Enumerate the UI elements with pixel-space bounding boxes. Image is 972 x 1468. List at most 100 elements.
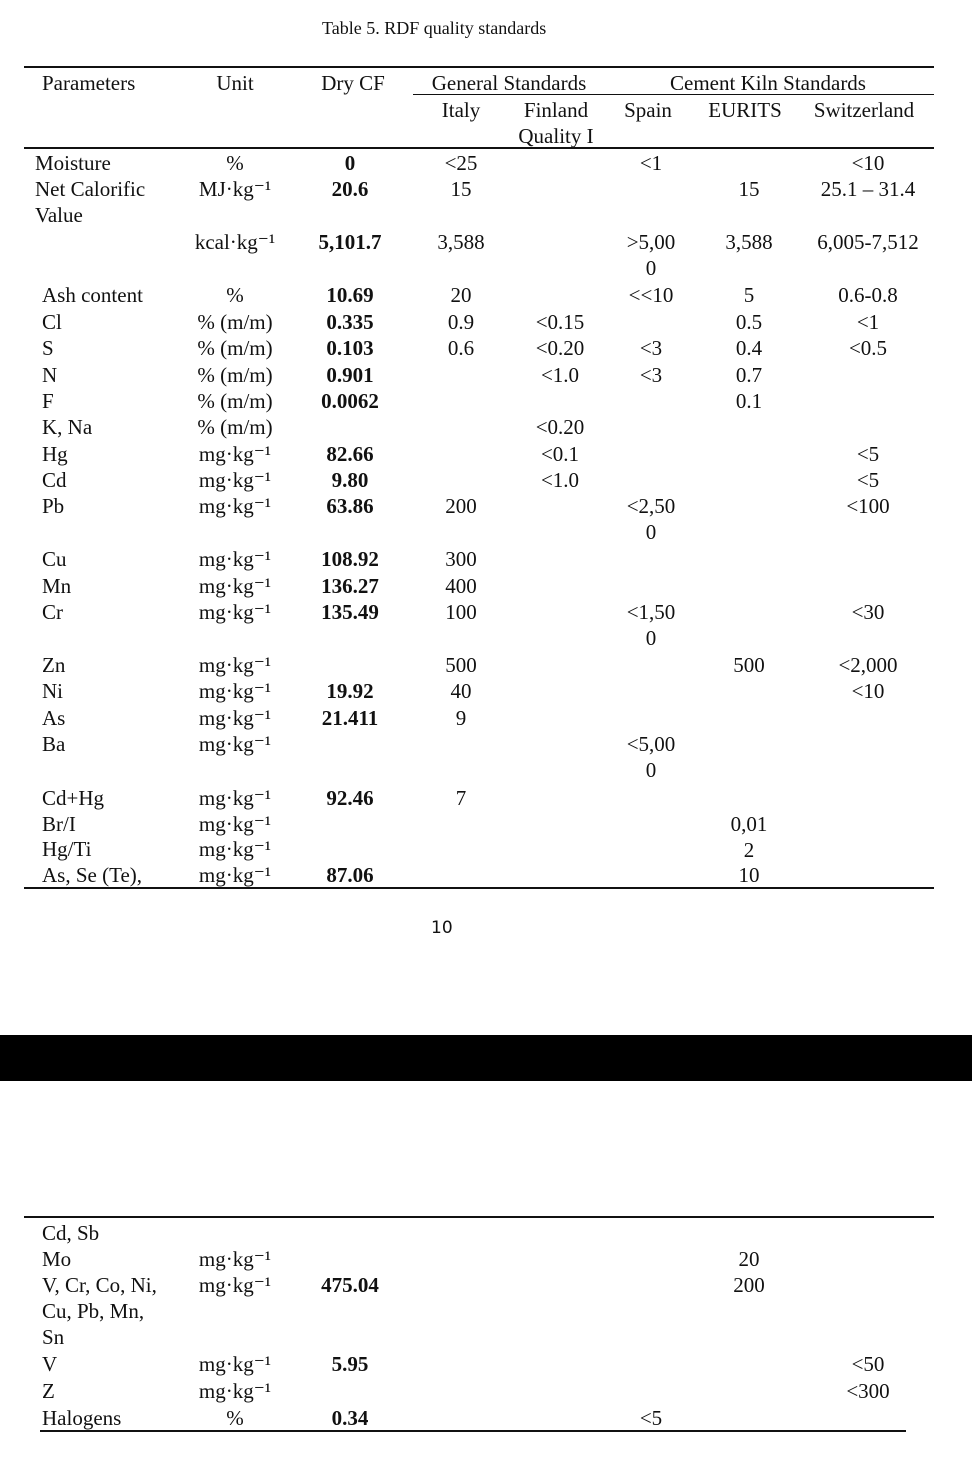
cell-parameter: Ash content [42,283,143,307]
cell-cf: 108.92 [321,547,379,571]
cell-parameter: Zn [42,653,66,677]
cell-cf: 5.95 [331,1352,369,1376]
cell-cf: 0.34 [331,1406,369,1430]
cell-parameter: As [42,706,66,730]
cell-parameter: As, Se (Te), [42,863,143,887]
cell-sw: <30 [851,600,885,624]
header-dry-cf: Dry CF [321,71,385,95]
cell-fi: <0.20 [535,336,585,360]
cell-sw: <0.5 [848,336,888,360]
cell-it: 400 [445,574,477,598]
cell-cf: 136.27 [321,574,379,598]
cell-it: 500 [445,653,477,677]
cell-sw: <10 [851,151,885,175]
header-spain: Spain [624,98,672,122]
cell-u: mg·kg⁻¹ [198,653,272,677]
cell-parameter: Z [42,1379,55,1403]
cell-cf: 92.46 [326,786,374,810]
cell-cf: 10.69 [326,283,374,307]
cell-u: mg·kg⁻¹ [198,547,272,571]
cell-u: mg·kg⁻¹ [198,706,272,730]
cell-u: kcal·kg⁻¹ [194,230,276,254]
cell-u: % (m/m) [197,310,273,334]
cell-parameter: Cu [42,547,67,571]
cell-parameter: Ni [42,679,63,703]
cell-sp: <1 [639,151,663,175]
header-parameters: Parameters [42,71,136,95]
header-unit: Unit [216,71,254,95]
top-rule [24,66,934,68]
cell-parameter: Pb [42,494,65,518]
cell-it: 20 [450,283,472,307]
cell-u: mg·kg⁻¹ [198,442,272,466]
cell-sp: <5 [639,1406,663,1430]
cell-parameter: Mn [42,574,72,598]
cell-sp: <3 [639,336,663,360]
cell-parameter: Hg [42,442,68,466]
cell-fi: <1.0 [540,363,580,387]
cell-eu: 10 [738,863,760,887]
cell-u: % (m/m) [197,389,273,413]
cell-parameter: K, Na [42,415,93,439]
cell-u: mg·kg⁻¹ [198,812,272,836]
group-rule [413,94,934,95]
cell-parameter: S [42,336,54,360]
cell-u: mg·kg⁻¹ [198,600,272,624]
header-switzerland: Switzerland [813,98,915,122]
cell-it: 300 [445,547,477,571]
cell-it: 40 [450,679,472,703]
cell-it: <25 [444,151,478,175]
header-finland: Finland Quality I [518,98,594,148]
cell-parameter: V [42,1352,58,1376]
cell-sp: <1,50 0 [626,600,676,650]
cell-parameter: V, Cr, Co, Ni, Cu, Pb, Mn, Sn [42,1273,157,1349]
cell-u: mg·kg⁻¹ [198,732,272,756]
cell-eu: 0.1 [735,389,763,413]
cell-u: mg·kg⁻¹ [198,1247,272,1271]
cell-u: mg·kg⁻¹ [198,837,272,861]
cell-parameter: Hg/Ti [42,837,92,861]
cell-it: 15 [450,177,472,201]
cell-u: mg·kg⁻¹ [198,574,272,598]
cell-it: 9 [455,706,467,730]
cell-sp: <2,50 0 [626,494,676,544]
cell-eu: 15 [738,177,760,201]
cell-cf: 82.66 [326,442,374,466]
cell-eu: 0.7 [735,363,763,387]
cell-parameter: Br/I [42,812,76,836]
cell-eu: 500 [733,653,765,677]
cell-u: mg·kg⁻¹ [198,1379,272,1403]
cell-u: mg·kg⁻¹ [198,863,272,887]
cell-parameter: Cr [42,600,63,624]
black-band [0,1035,972,1081]
cell-parameter: Net Calorific Value [35,177,146,227]
cell-u: % (m/m) [197,336,273,360]
cell-sw: 0.6-0.8 [838,283,898,307]
cell-eu: 3,588 [725,230,773,254]
cell-sp: <3 [639,363,663,387]
cell-u: % (m/m) [197,363,273,387]
cell-sp: >5,00 0 [626,230,676,280]
cell-cf: 87.06 [326,863,374,887]
cell-parameter: Ba [42,732,66,756]
cell-parameter: F [42,389,54,413]
cell-parameter: Mo [42,1247,72,1271]
cell-u: mg·kg⁻¹ [198,786,272,810]
cell-parameter: N [42,363,58,387]
continued-bottom-rule [40,1430,906,1432]
cell-parameter: Halogens [42,1406,122,1430]
header-eurits: EURITS [708,98,782,122]
cell-parameter: Cd [42,468,67,492]
header-cement-kiln-standards: Cement Kiln Standards [670,71,866,95]
cell-u: % [226,151,244,175]
cell-it: 200 [445,494,477,518]
cell-u: % [226,283,244,307]
cell-u: mg·kg⁻¹ [198,494,272,518]
cell-fi: <0.1 [540,442,580,466]
cell-parameter: Cd, Sb [42,1221,100,1245]
cell-u: % (m/m) [197,415,273,439]
cell-sw: <100 [846,494,890,518]
bottom-rule [24,887,934,889]
cell-cf: 135.49 [321,600,379,624]
cell-cf: 0 [344,151,356,175]
